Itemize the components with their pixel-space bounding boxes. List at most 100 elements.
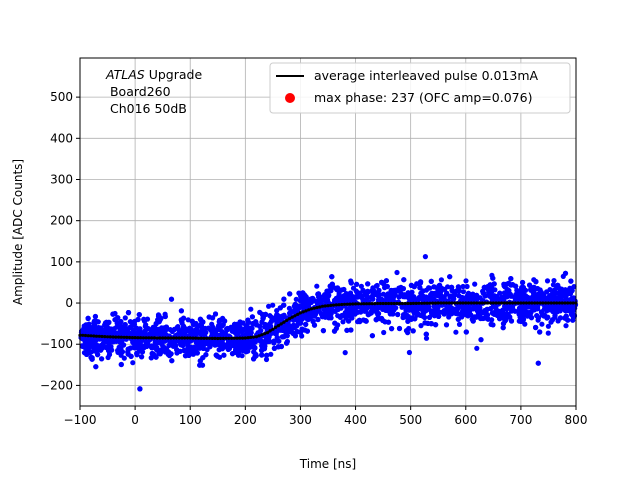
data-point: [455, 311, 461, 317]
data-point: [423, 331, 429, 337]
average-pulse-point: [230, 336, 234, 340]
data-point: [412, 316, 418, 322]
data-point: [518, 318, 524, 324]
average-pulse-point: [450, 301, 454, 305]
average-pulse-point: [417, 301, 421, 305]
data-point: [122, 315, 128, 321]
average-pulse-point: [400, 301, 404, 306]
average-pulse-point: [136, 336, 140, 340]
average-pulse-point: [345, 302, 349, 306]
average-pulse-point: [238, 336, 242, 340]
data-point: [321, 293, 327, 299]
y-tick-label: 500: [50, 90, 73, 104]
data-point: [348, 280, 354, 286]
data-point: [498, 314, 504, 320]
data-point: [337, 314, 343, 320]
average-pulse-point: [271, 327, 275, 331]
data-point: [460, 283, 466, 290]
data-point: [486, 285, 492, 292]
average-pulse-point: [155, 336, 159, 340]
data-point: [544, 303, 550, 309]
data-point: [116, 331, 122, 337]
data-point: [197, 358, 203, 364]
data-point: [551, 287, 557, 293]
average-pulse-point: [337, 303, 341, 307]
data-point: [278, 314, 284, 320]
data-point: [524, 309, 530, 315]
average-pulse-point: [117, 335, 121, 339]
average-pulse-point: [376, 301, 380, 306]
y-tick-label: 300: [50, 172, 73, 186]
data-point: [493, 305, 499, 311]
data-point: [379, 315, 385, 322]
data-point: [447, 274, 453, 280]
average-pulse-point: [398, 301, 402, 306]
data-point: [504, 311, 510, 317]
data-point: [433, 322, 439, 328]
x-tick-label: 500: [399, 413, 422, 427]
data-point: [334, 306, 341, 312]
data-point: [177, 328, 183, 334]
data-point: [407, 294, 413, 300]
average-pulse-point: [158, 336, 162, 340]
data-point: [226, 345, 232, 351]
data-point: [178, 308, 184, 314]
annotation: ATLAS Upgrade Board260 Ch016 50dB: [105, 67, 202, 116]
data-point: [508, 318, 515, 324]
data-point: [392, 287, 398, 293]
data-point: [492, 294, 499, 300]
data-point: [99, 356, 105, 362]
data-point: [527, 282, 533, 288]
data-point: [354, 309, 361, 315]
average-pulse-point: [263, 332, 267, 336]
data-point: [110, 311, 116, 317]
average-pulse-point: [522, 301, 526, 305]
plot-frame: [79, 57, 577, 407]
data-point: [438, 294, 444, 300]
data-point: [418, 323, 424, 329]
data-point: [185, 317, 191, 323]
average-pulse-point: [298, 311, 302, 315]
data-point: [291, 325, 297, 331]
average-pulse-point: [144, 336, 148, 340]
data-point: [506, 288, 512, 294]
average-pulse-point: [274, 325, 278, 329]
data-point: [568, 278, 574, 284]
average-pulse-point: [194, 336, 198, 340]
data-point: [259, 347, 265, 353]
average-pulse-point: [370, 302, 374, 306]
data-point: [195, 342, 202, 348]
data-point: [380, 280, 386, 286]
average-pulse-point: [469, 301, 473, 305]
data-point: [470, 318, 476, 324]
average-pulse-point: [411, 301, 415, 305]
average-pulse-point: [365, 302, 369, 306]
data-point: [555, 282, 561, 288]
data-point: [482, 284, 488, 290]
average-pulse-point: [213, 336, 217, 340]
data-point: [267, 313, 273, 319]
average-pulse-point: [491, 301, 495, 305]
data-point: [284, 329, 290, 335]
average-pulse-point: [500, 301, 504, 305]
data-point: [219, 323, 225, 329]
data-point: [201, 333, 207, 339]
average-pulse-point: [318, 305, 322, 309]
data-point: [447, 293, 453, 299]
data-point: [131, 330, 137, 336]
data-point: [508, 276, 514, 282]
data-point: [293, 296, 299, 302]
data-point: [562, 287, 568, 293]
data-point: [258, 328, 264, 334]
data-point: [426, 285, 432, 291]
data-point: [181, 347, 187, 354]
data-point: [294, 317, 300, 323]
data-point: [164, 346, 170, 352]
data-point: [245, 317, 251, 323]
average-pulse-point: [389, 301, 393, 306]
data-point: [401, 303, 407, 310]
data-point: [405, 290, 411, 296]
average-pulse-point: [384, 301, 388, 306]
data-point: [194, 327, 200, 333]
annotation-atlas: ATLAS: [105, 67, 145, 82]
